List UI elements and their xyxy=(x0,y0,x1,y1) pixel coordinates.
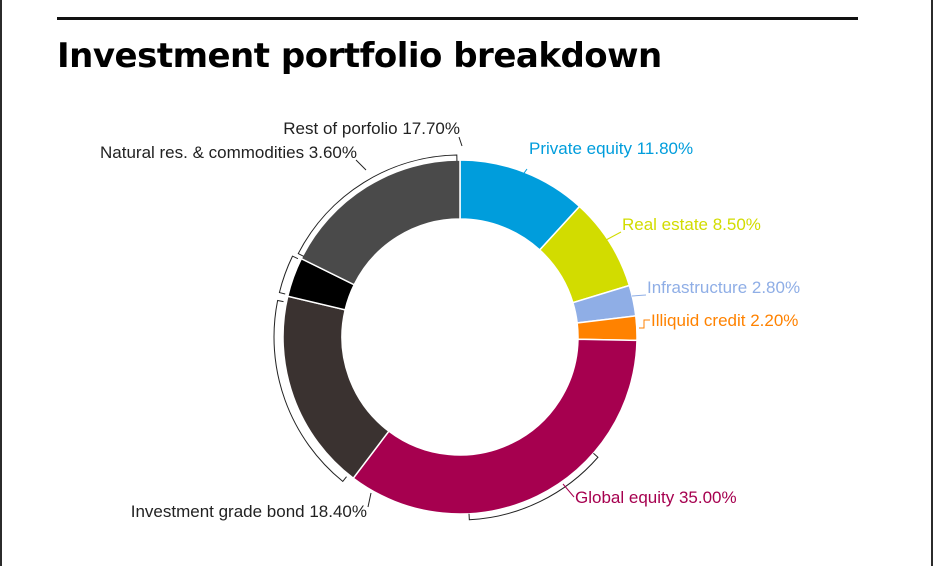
bracket-lines xyxy=(273,154,599,521)
frame-right-border xyxy=(931,0,933,566)
leader-illiquid-credit xyxy=(639,319,650,329)
label-investment-grade-bond: Investment grade bond 18.40% xyxy=(131,502,367,521)
slice-investment-grade-bond xyxy=(282,295,390,480)
label-global-equity: Global equity 35.00% xyxy=(575,488,737,507)
label-private-equity: Private equity 11.80% xyxy=(529,139,693,158)
bracket-rest-of-portfolio xyxy=(297,154,458,257)
top-rule xyxy=(57,17,858,20)
frame-left-border xyxy=(0,0,2,566)
slice-labels: Private equity 11.80% Real estate 8.50% In… xyxy=(100,119,800,521)
leader-real-estate xyxy=(605,231,622,241)
leader-lines xyxy=(355,136,650,508)
leader-global-equity xyxy=(562,483,575,498)
label-rest-of-porfolio: Rest of porfolio 17.70% xyxy=(283,119,460,138)
label-illiquid-credit: Illiquid credit 2.20% xyxy=(651,311,798,330)
leader-natural-res-commodities xyxy=(355,159,367,171)
slice-global-equity xyxy=(352,338,638,515)
slice-rest-of-porfolio xyxy=(300,159,461,286)
bracket-investment-grade-bond xyxy=(273,299,347,483)
donut-slices xyxy=(282,159,638,515)
leader-investment-grade-bond xyxy=(367,492,372,508)
chart-title: Investment portfolio breakdown xyxy=(57,36,662,76)
leader-infrastructure xyxy=(631,294,647,297)
label-natural-res-commodities: Natural res. & commodities 3.60% xyxy=(100,143,357,162)
label-real-estate: Real estate 8.50% xyxy=(622,215,761,234)
bracket-natural-resources xyxy=(278,255,299,295)
leader-private-equity xyxy=(518,168,528,181)
bracket-global-equity xyxy=(468,452,599,521)
leader-rest-of-porfolio xyxy=(458,136,463,147)
label-infrastructure: Infrastructure 2.80% xyxy=(647,278,800,297)
